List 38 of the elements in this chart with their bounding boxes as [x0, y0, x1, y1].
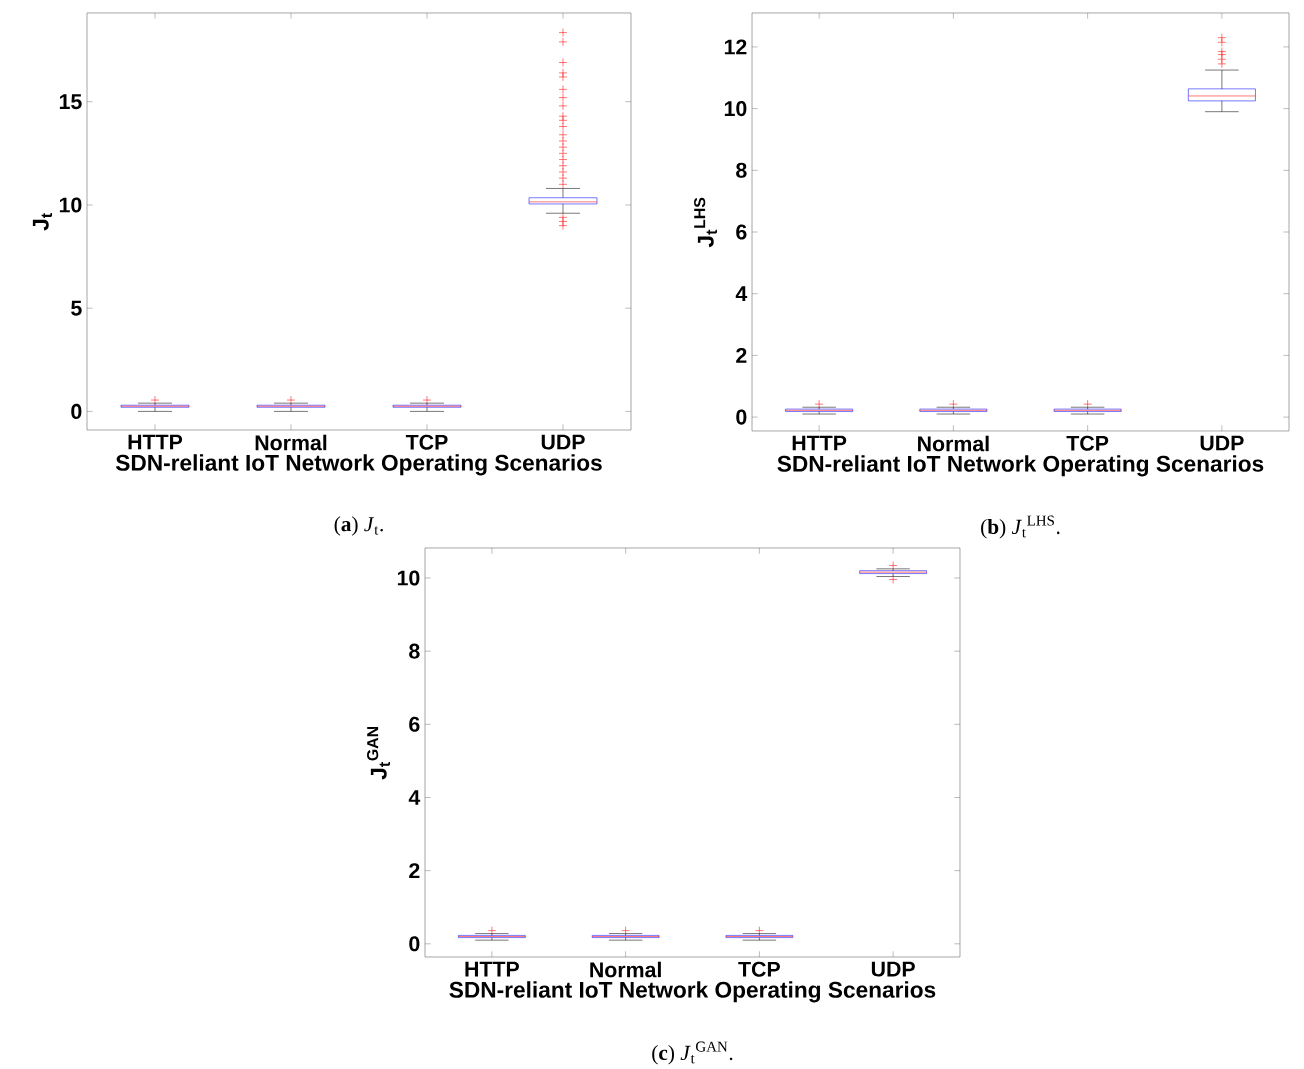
y-tick-label: 4: [735, 286, 748, 302]
x-axis-title: SDN-reliant IoT Network Operating Scenarios: [449, 981, 936, 1003]
y-axis-title: J$_{t}$GAN: [367, 727, 391, 780]
x-tick-label: UDP: [541, 434, 585, 450]
y-tick-label: 2: [409, 863, 420, 879]
y-tick-label: 0: [409, 936, 420, 952]
y-axis-title: J$_{t}$LHS: [694, 197, 718, 248]
x-tick-label: TCP: [405, 434, 448, 450]
y-tick-label: 10: [724, 101, 747, 117]
y-axis-title: J$_{t}$: [32, 213, 53, 231]
x-axis-title: SDN-reliant IoT Network Operating Scenarios: [777, 455, 1264, 477]
text: (b) J$_{t}$$^{LHS}$.: [981, 515, 1060, 539]
y-tick-label: 0: [736, 409, 747, 425]
text: (a) J$_{t}$.: [334, 516, 383, 536]
x-tick-label: Normal: [590, 961, 661, 978]
x-tick-label: Normal: [255, 434, 327, 451]
y-tick-label: 10: [397, 570, 420, 586]
x-tick-label: UDP: [871, 961, 915, 977]
y-tick-label: 6: [736, 224, 747, 240]
y-tick-label: 6: [409, 716, 420, 732]
text: (c) J$_{t}$$^{GAN}$.: [652, 1041, 733, 1065]
x-tick-label: HTTP: [792, 435, 847, 451]
x-axis-title: SDN-reliant IoT Network Operating Scenarios: [115, 454, 602, 476]
y-tick-label: 8: [736, 162, 747, 178]
y-tick-label: 12: [724, 39, 747, 55]
y-tick-label: 5: [71, 300, 82, 316]
x-tick-label: UDP: [1200, 435, 1244, 451]
y-tick-label: 4: [408, 790, 421, 805]
x-tick-label: Normal: [918, 435, 989, 452]
y-tick-label: 15: [59, 94, 82, 110]
y-tick-label: 0: [71, 403, 82, 420]
x-tick-label: HTTP: [128, 434, 183, 450]
y-tick-label: 8: [409, 643, 420, 659]
x-tick-label: HTTP: [465, 961, 519, 977]
y-tick-label: 2: [736, 348, 747, 363]
x-tick-label: TCP: [738, 961, 780, 977]
x-tick-label: TCP: [1066, 435, 1109, 451]
y-tick-label: 10: [59, 197, 82, 213]
